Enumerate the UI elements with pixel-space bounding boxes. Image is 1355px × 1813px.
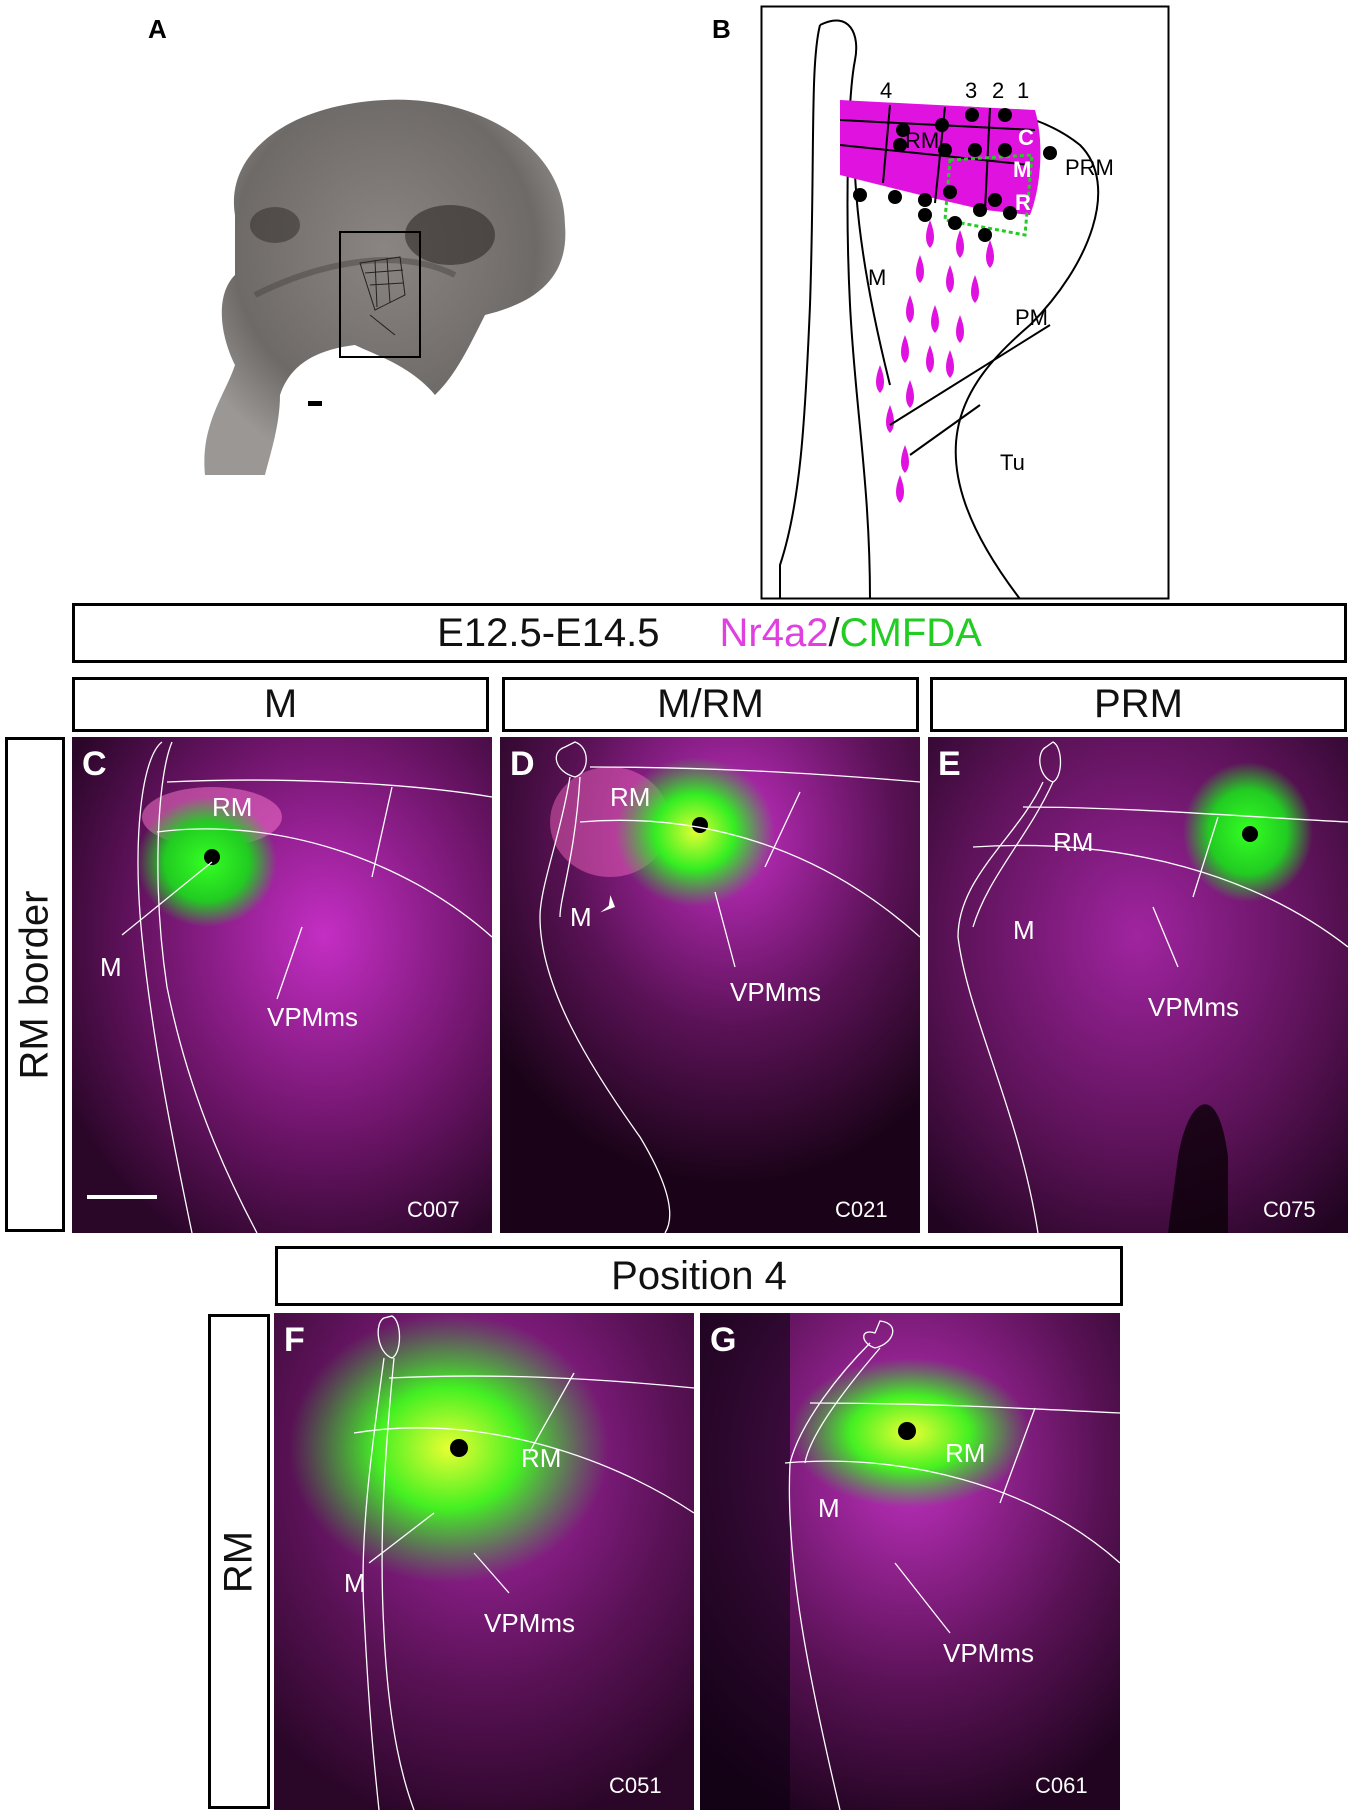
brain-photo <box>204 99 566 475</box>
marker-separator: / <box>828 610 840 655</box>
b-label-prm: PRM <box>1065 155 1114 180</box>
panel-letter-d: D <box>510 745 535 783</box>
f-label-vpmms: VPMms <box>484 1608 575 1638</box>
g-code: C061 <box>1035 1773 1088 1798</box>
age-range: E12.5-E14.5 <box>437 610 660 655</box>
b-label-tu: Tu <box>1000 450 1025 475</box>
experiment-header: E12.5-E14.5 Nr4a2 / CMFDA <box>72 603 1347 663</box>
d-label-vpmms: VPMms <box>730 977 821 1007</box>
b-label-rm: RM <box>905 128 939 153</box>
position-label-4: 4 <box>880 78 892 103</box>
marker-cmfda: CMFDA <box>839 610 982 655</box>
e-label-vpmms: VPMms <box>1148 992 1239 1022</box>
panel-letter-b: B <box>712 14 731 44</box>
schematic-diagram: 4 3 2 1 RM C M R PRM M PM Tu <box>760 5 1170 600</box>
panel-letter-f: F <box>284 1321 305 1359</box>
c-code: C007 <box>407 1197 460 1222</box>
b-label-m: M <box>868 265 886 290</box>
e-code: C075 <box>1263 1197 1316 1222</box>
panel-letter-c: C <box>82 745 107 783</box>
c-label-m: M <box>100 952 122 982</box>
micrograph-g: G RM M VPMms C061 <box>700 1313 1120 1810</box>
row-label-rm: RM <box>208 1314 270 1809</box>
d-label-rm: RM <box>610 782 651 812</box>
f-label-rm: RM <box>521 1443 562 1473</box>
column-header-m-rm: M/RM <box>502 677 919 732</box>
b-label-pm: PM <box>1015 305 1048 330</box>
c-label-rm: RM <box>212 792 253 822</box>
micrograph-e: E RM M VPMms C075 <box>928 737 1348 1233</box>
d-code: C021 <box>835 1197 888 1222</box>
e-label-rm: RM <box>1053 827 1094 857</box>
d-label-m: M <box>570 902 592 932</box>
row-label-rm-border: RM border <box>5 737 65 1232</box>
column-header-m: M <box>72 677 489 732</box>
b-label-c: C <box>1018 125 1034 150</box>
micrograph-c: C RM M VPMms C007 <box>72 737 492 1233</box>
b-label-r: R <box>1015 190 1031 215</box>
b-label-m-sub: M <box>1013 157 1031 182</box>
marker-nr4a2: Nr4a2 <box>719 610 829 655</box>
c-label-vpmms: VPMms <box>267 1002 358 1032</box>
panel-letter-g: G <box>710 1321 737 1359</box>
column-header-prm: PRM <box>930 677 1347 732</box>
position-label-1: 1 <box>1017 78 1029 103</box>
g-label-rm: RM <box>945 1438 986 1468</box>
panel-letter-a: A <box>148 14 167 44</box>
e-label-m: M <box>1013 915 1035 945</box>
f-code: C051 <box>609 1773 662 1798</box>
micrograph-d: D RM M VPMms C021 <box>500 737 920 1233</box>
g-label-m: M <box>818 1493 840 1523</box>
position-label-3: 3 <box>965 78 977 103</box>
panel-letter-e: E <box>938 745 961 783</box>
micrograph-f: F RM M VPMms C051 <box>274 1313 694 1810</box>
position-header: Position 4 <box>275 1246 1123 1306</box>
position-label-2: 2 <box>992 78 1004 103</box>
g-label-vpmms: VPMms <box>943 1638 1034 1668</box>
f-label-m: M <box>344 1568 366 1598</box>
